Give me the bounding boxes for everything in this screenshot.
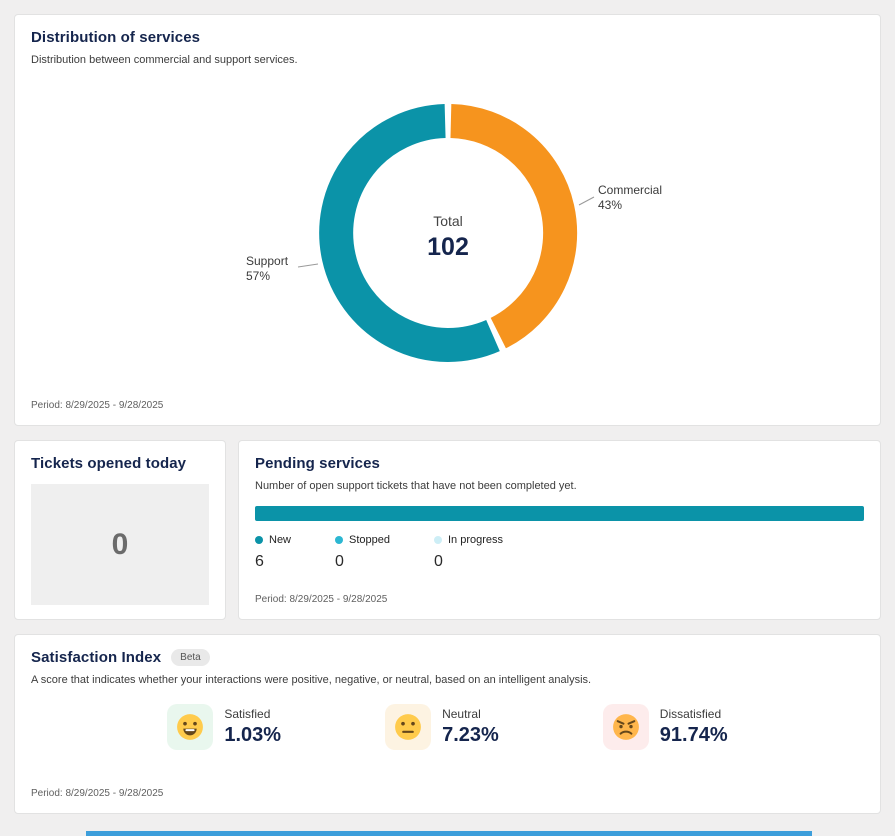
stat-satisfied-text: Satisfied 1.03% bbox=[224, 704, 281, 747]
satisfaction-title: Satisfaction Index bbox=[31, 649, 162, 666]
satisfaction-period: Period: 8/29/2025 - 9/28/2025 bbox=[31, 788, 164, 799]
support-slice-label: Support bbox=[246, 254, 289, 268]
donut-arcs[interactable] bbox=[318, 104, 577, 362]
legend-item-stopped[interactable]: Stopped bbox=[335, 534, 390, 546]
tickets-count-value: 0 bbox=[111, 527, 129, 561]
stat-neutral-value: 7.23% bbox=[442, 724, 499, 746]
neutral-face-icon bbox=[385, 704, 432, 750]
angry-face-svg bbox=[612, 714, 639, 740]
tickets-count-box: 0 bbox=[31, 484, 209, 605]
support-leader-line bbox=[297, 263, 318, 268]
angry-face-icon bbox=[602, 704, 649, 750]
pending-subtitle: Number of open support tickets that have… bbox=[255, 480, 577, 492]
stopped-dot-icon bbox=[335, 536, 344, 544]
services-donut-chart[interactable]: Commercial 43% Support 57% Total 102 bbox=[31, 66, 864, 400]
distribution-subtitle: Distribution between commercial and supp… bbox=[31, 54, 298, 66]
stat-neutral: Neutral 7.23% bbox=[385, 704, 499, 750]
legend-value-in-progress: 0 bbox=[434, 553, 443, 570]
satisfaction-stats: Satisfied 1.03% Neutral 7.23% bbox=[31, 704, 864, 750]
stat-dissatisfied: Dissatisfied 91.74% bbox=[602, 704, 728, 750]
pending-card: Pending services Number of open support … bbox=[238, 440, 881, 620]
legend-label-stopped: Stopped bbox=[349, 534, 390, 546]
bottom-accent-bar bbox=[86, 831, 812, 836]
stat-neutral-label: Neutral bbox=[442, 707, 481, 721]
tickets-title: Tickets opened today bbox=[31, 455, 187, 472]
commercial-slice-label: Commercial bbox=[598, 183, 662, 197]
legend-col-new: New 6 bbox=[255, 534, 291, 571]
legend-col-in-progress: In progress 0 bbox=[434, 534, 503, 571]
stat-satisfied-label: Satisfied bbox=[224, 707, 271, 721]
beta-badge: Beta bbox=[171, 649, 210, 666]
commercial-slice[interactable] bbox=[449, 104, 577, 349]
commercial-slice-percent: 43% bbox=[598, 198, 622, 212]
satisfaction-card: Satisfaction Index Beta A score that ind… bbox=[14, 634, 881, 814]
in-progress-dot-icon bbox=[434, 536, 442, 544]
donut-center-value: 102 bbox=[427, 233, 469, 261]
middle-row: Tickets opened today 0 Pending services … bbox=[14, 440, 881, 620]
legend-item-in-progress[interactable]: In progress bbox=[434, 534, 503, 546]
distribution-title: Distribution of services bbox=[31, 29, 201, 46]
satisfaction-subtitle: A score that indicates whether your inte… bbox=[31, 674, 592, 686]
distribution-period: Period: 8/29/2025 - 9/28/2025 bbox=[31, 400, 164, 411]
grinning-face-icon bbox=[167, 704, 214, 750]
pending-legend: New 6 Stopped 0 In progress 0 bbox=[255, 534, 864, 571]
legend-label-in-progress: In progress bbox=[448, 534, 504, 546]
tickets-card: Tickets opened today 0 bbox=[14, 440, 226, 620]
satisfaction-title-row: Satisfaction Index Beta bbox=[31, 649, 864, 666]
stat-dissatisfied-value: 91.74% bbox=[659, 724, 728, 746]
neutral-face-svg bbox=[395, 714, 421, 740]
distribution-card: Distribution of services Distribution be… bbox=[14, 14, 881, 426]
stat-dissatisfied-text: Dissatisfied 91.74% bbox=[660, 704, 728, 747]
stat-dissatisfied-label: Dissatisfied bbox=[659, 707, 722, 721]
stat-satisfied-value: 1.03% bbox=[224, 724, 282, 746]
stat-neutral-text: Neutral 7.23% bbox=[442, 704, 499, 747]
pending-title: Pending services bbox=[255, 455, 380, 472]
legend-col-stopped: Stopped 0 bbox=[335, 534, 390, 571]
pending-bar-chart[interactable] bbox=[255, 506, 864, 521]
stat-satisfied: Satisfied 1.03% bbox=[167, 704, 281, 750]
legend-value-stopped: 0 bbox=[335, 553, 344, 570]
grinning-face-svg bbox=[177, 714, 204, 740]
legend-value-new: 6 bbox=[255, 553, 264, 570]
donut-svg[interactable]: Commercial 43% Support 57% Total 102 bbox=[128, 83, 768, 383]
pending-period: Period: 8/29/2025 - 9/28/2025 bbox=[255, 594, 388, 605]
new-dot-icon bbox=[255, 536, 263, 544]
support-slice[interactable] bbox=[318, 104, 500, 362]
legend-label-new: New bbox=[269, 534, 292, 546]
legend-item-new[interactable]: New bbox=[255, 534, 291, 546]
donut-center-label: Total bbox=[433, 213, 463, 229]
pending-bar-new[interactable] bbox=[255, 506, 864, 521]
support-slice-percent: 57% bbox=[246, 269, 270, 283]
commercial-leader-line bbox=[578, 196, 594, 206]
